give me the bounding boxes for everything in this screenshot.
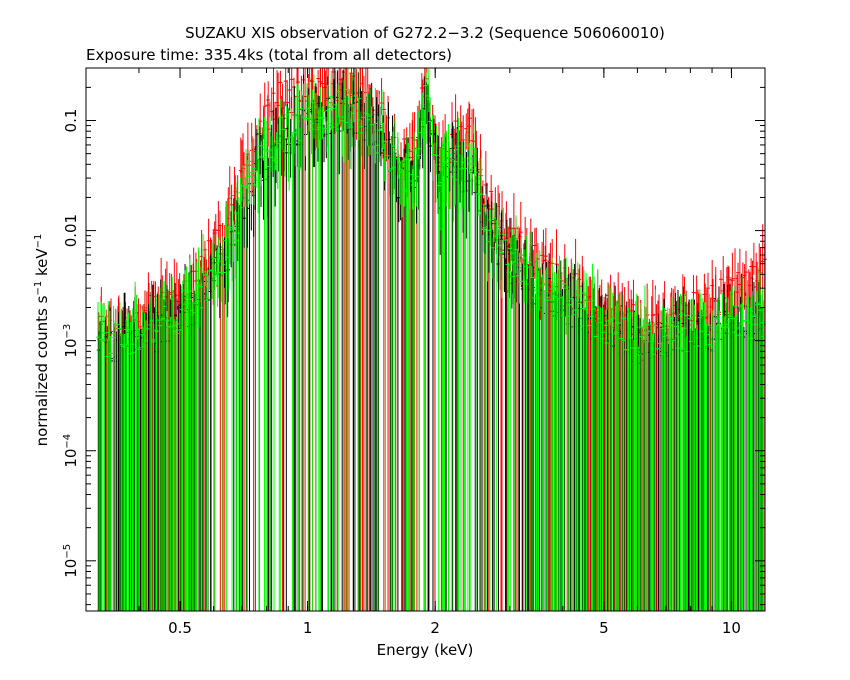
chart-title: SUZAKU XIS observation of G272.2−3.2 (Se…: [185, 24, 665, 42]
x-axis-label: Energy (keV): [377, 641, 474, 659]
x-tick-label: 0.5: [168, 619, 192, 637]
y-tick-label: 10−5: [62, 544, 80, 578]
y-tick-mantissa: 10: [62, 449, 80, 468]
plot-frame: [85, 67, 766, 612]
y-tick-label: 0.1: [62, 109, 80, 133]
y-tick-exponent: −5: [62, 544, 73, 559]
y-tick-exponent: −3: [62, 324, 73, 339]
y-label-sup1: −1: [33, 281, 44, 296]
y-tick-exponent: −4: [62, 434, 73, 449]
plot-marks: [96, 68, 767, 611]
x-tick-label: 10: [722, 619, 741, 637]
spectrum-series: [96, 68, 766, 611]
y-label-sup2: −1: [33, 234, 44, 249]
y-tick-mantissa: 0.01: [62, 214, 80, 247]
y-tick-label: 10−4: [62, 434, 80, 468]
x-tick-label: 2: [430, 619, 440, 637]
y-tick-label: 10−3: [62, 324, 80, 358]
x-tick-label: 5: [599, 619, 609, 637]
y-label-mid: keV: [33, 248, 51, 281]
y-tick-mantissa: 10: [62, 559, 80, 578]
y-tick-label: 0.01: [62, 214, 80, 247]
y-axis-label: normalized counts s−1 keV−1: [33, 234, 51, 447]
y-tick-mantissa: 10: [62, 338, 80, 357]
y-label-main: normalized counts s: [33, 295, 51, 446]
chart-subtitle: Exposure time: 335.4ks (total from all d…: [86, 46, 452, 64]
y-tick-mantissa: 0.1: [62, 109, 80, 133]
x-tick-label: 1: [303, 619, 313, 637]
